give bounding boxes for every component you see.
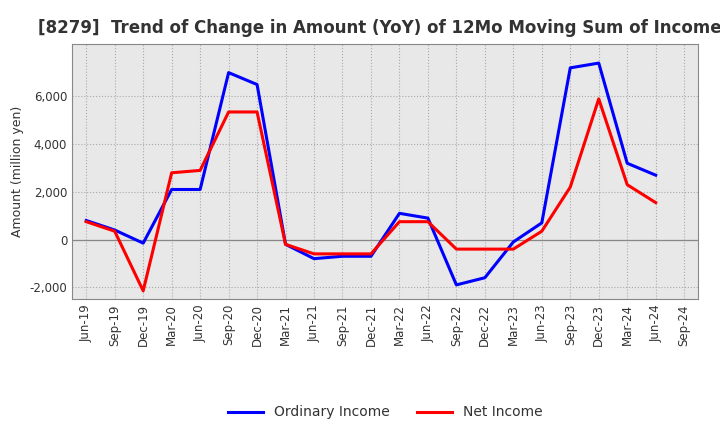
Net Income [423,219,432,224]
Net Income [310,251,318,257]
Ordinary Income [480,275,489,280]
Net Income [595,96,603,102]
Net Income [452,246,461,252]
Ordinary Income [282,242,290,247]
Net Income [110,229,119,234]
Net Income [480,246,489,252]
Net Income [338,251,347,257]
Ordinary Income [82,218,91,223]
Ordinary Income [338,253,347,259]
Ordinary Income [110,227,119,233]
Ordinary Income [423,216,432,221]
Ordinary Income [167,187,176,192]
Ordinary Income [509,239,518,245]
Ordinary Income [452,282,461,287]
Net Income [623,182,631,187]
Ordinary Income [310,256,318,261]
Net Income [282,242,290,247]
Net Income [82,219,91,224]
Ordinary Income [366,253,375,259]
Net Income [225,109,233,114]
Net Income [167,170,176,176]
Net Income [652,200,660,205]
Net Income [366,251,375,257]
Ordinary Income [395,211,404,216]
Ordinary Income [225,70,233,75]
Y-axis label: Amount (million yen): Amount (million yen) [11,106,24,237]
Ordinary Income [652,172,660,178]
Ordinary Income [196,187,204,192]
Ordinary Income [537,220,546,226]
Net Income [139,288,148,293]
Net Income [196,168,204,173]
Legend: Ordinary Income, Net Income: Ordinary Income, Net Income [222,400,548,425]
Ordinary Income [595,60,603,66]
Line: Net Income: Net Income [86,99,656,291]
Net Income [509,246,518,252]
Line: Ordinary Income: Ordinary Income [86,63,656,285]
Net Income [566,184,575,190]
Ordinary Income [623,161,631,166]
Ordinary Income [139,241,148,246]
Net Income [395,219,404,224]
Net Income [537,229,546,234]
Ordinary Income [566,65,575,70]
Ordinary Income [253,82,261,87]
Net Income [253,109,261,114]
Title: [8279]  Trend of Change in Amount (YoY) of 12Mo Moving Sum of Incomes: [8279] Trend of Change in Amount (YoY) o… [38,19,720,37]
